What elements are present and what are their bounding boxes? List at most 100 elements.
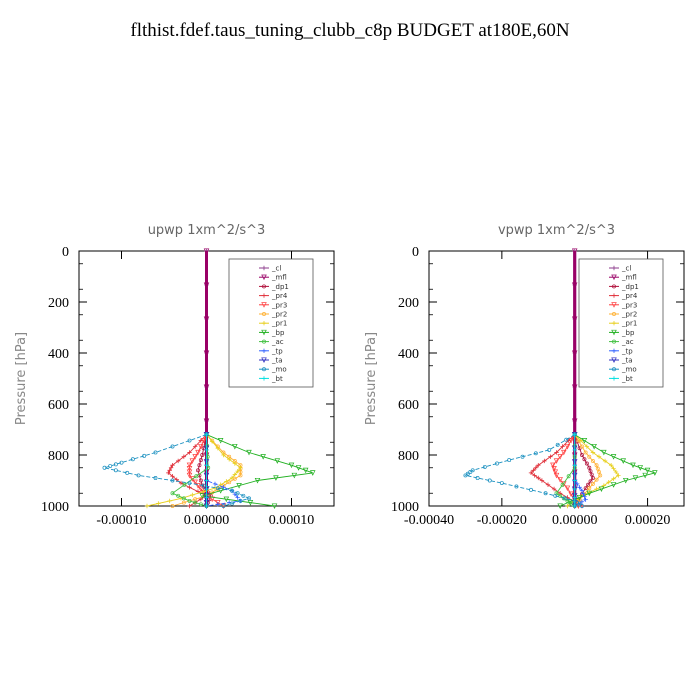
legend-marker [261, 376, 267, 381]
data-point [584, 461, 589, 466]
legend-marker [261, 302, 267, 308]
data-point [215, 446, 221, 451]
legend-entry: _pr3 [271, 301, 287, 309]
data-point [153, 476, 158, 480]
y-tick-label: 600 [48, 398, 69, 413]
data-point [209, 439, 215, 444]
data-point [178, 480, 184, 486]
legend-entry: _pr3 [621, 301, 637, 309]
data-point [568, 438, 574, 444]
legend-entry: _pr1 [621, 320, 637, 328]
data-point [558, 493, 563, 498]
legend-entry: _bt [271, 375, 283, 383]
legend-marker [261, 274, 267, 281]
data-point [238, 498, 243, 503]
data-point [586, 482, 591, 487]
series-line [206, 434, 242, 507]
data-point [167, 468, 172, 473]
data-point [204, 432, 209, 437]
data-point [561, 496, 566, 501]
data-point [553, 493, 558, 498]
legend-box [578, 258, 664, 388]
data-point [232, 443, 238, 450]
data-point [203, 384, 210, 390]
data-point [288, 462, 295, 469]
legend-entry: _bp [271, 329, 285, 337]
data-point [198, 443, 204, 450]
data-point [254, 477, 261, 484]
data-point [187, 498, 192, 503]
y-axis-label: Pressure [hPa] [364, 332, 379, 425]
series-bp [199, 432, 316, 509]
data-point [630, 462, 636, 469]
data-point [611, 466, 616, 471]
data-point [579, 499, 585, 504]
data-point [186, 462, 193, 469]
y-tick-label: 0 [412, 245, 419, 260]
data-point [543, 491, 548, 496]
legend-entry: _ta [271, 357, 283, 365]
data-point [204, 447, 209, 453]
data-point [548, 454, 553, 459]
data-point [576, 494, 583, 501]
data-point [232, 461, 238, 466]
data-point [598, 486, 605, 492]
data-point [586, 490, 593, 497]
legend-marker [611, 321, 617, 326]
data-point [230, 501, 234, 506]
data-point [274, 458, 281, 464]
data-point [572, 495, 577, 500]
data-point [644, 467, 651, 474]
data-point [205, 454, 210, 459]
data-point [142, 453, 147, 458]
data-point [182, 482, 187, 487]
data-point [572, 503, 577, 509]
legend-entry: _mo [621, 366, 637, 374]
data-point [186, 466, 193, 472]
data-point [507, 458, 512, 463]
data-point [203, 350, 210, 356]
x-tick-label: -0.00040 [404, 513, 454, 528]
legend-entry: _mo [271, 366, 287, 374]
data-point [529, 487, 533, 492]
legend-entry: _pr2 [621, 311, 637, 319]
series-pr1 [144, 432, 243, 509]
series-line [171, 434, 209, 507]
data-point [230, 488, 234, 493]
legend-marker [611, 357, 617, 363]
series-bp [557, 432, 658, 509]
data-point [201, 489, 206, 494]
data-point [204, 503, 209, 509]
data-point [232, 472, 238, 477]
data-point [637, 465, 644, 471]
data-point [590, 481, 595, 486]
data-point [606, 480, 611, 485]
data-point [539, 478, 545, 483]
y-tick-label: 1000 [41, 500, 69, 515]
data-point [113, 462, 118, 467]
data-point [181, 496, 186, 501]
data-point [302, 467, 309, 474]
data-point [616, 473, 621, 478]
data-point [170, 463, 175, 468]
data-point [463, 473, 468, 478]
legend-marker [611, 302, 617, 308]
data-point [144, 503, 150, 509]
data-point [557, 491, 563, 496]
series-pr3 [186, 432, 227, 509]
data-point [217, 438, 224, 444]
legend: _cl_mfl_dp1_pr4_pr3_pr2_pr1_bp_ac_tp_ta_… [578, 258, 664, 388]
data-point [571, 248, 578, 254]
data-point [195, 449, 201, 456]
series-line [202, 434, 313, 507]
legend-box [228, 258, 314, 388]
data-point [200, 483, 205, 488]
series-bt [572, 432, 577, 509]
data-point [590, 459, 595, 463]
series-pr2 [572, 432, 603, 508]
data-point [572, 486, 577, 492]
data-point [580, 444, 584, 449]
data-point [611, 476, 616, 481]
data-point [589, 472, 594, 477]
